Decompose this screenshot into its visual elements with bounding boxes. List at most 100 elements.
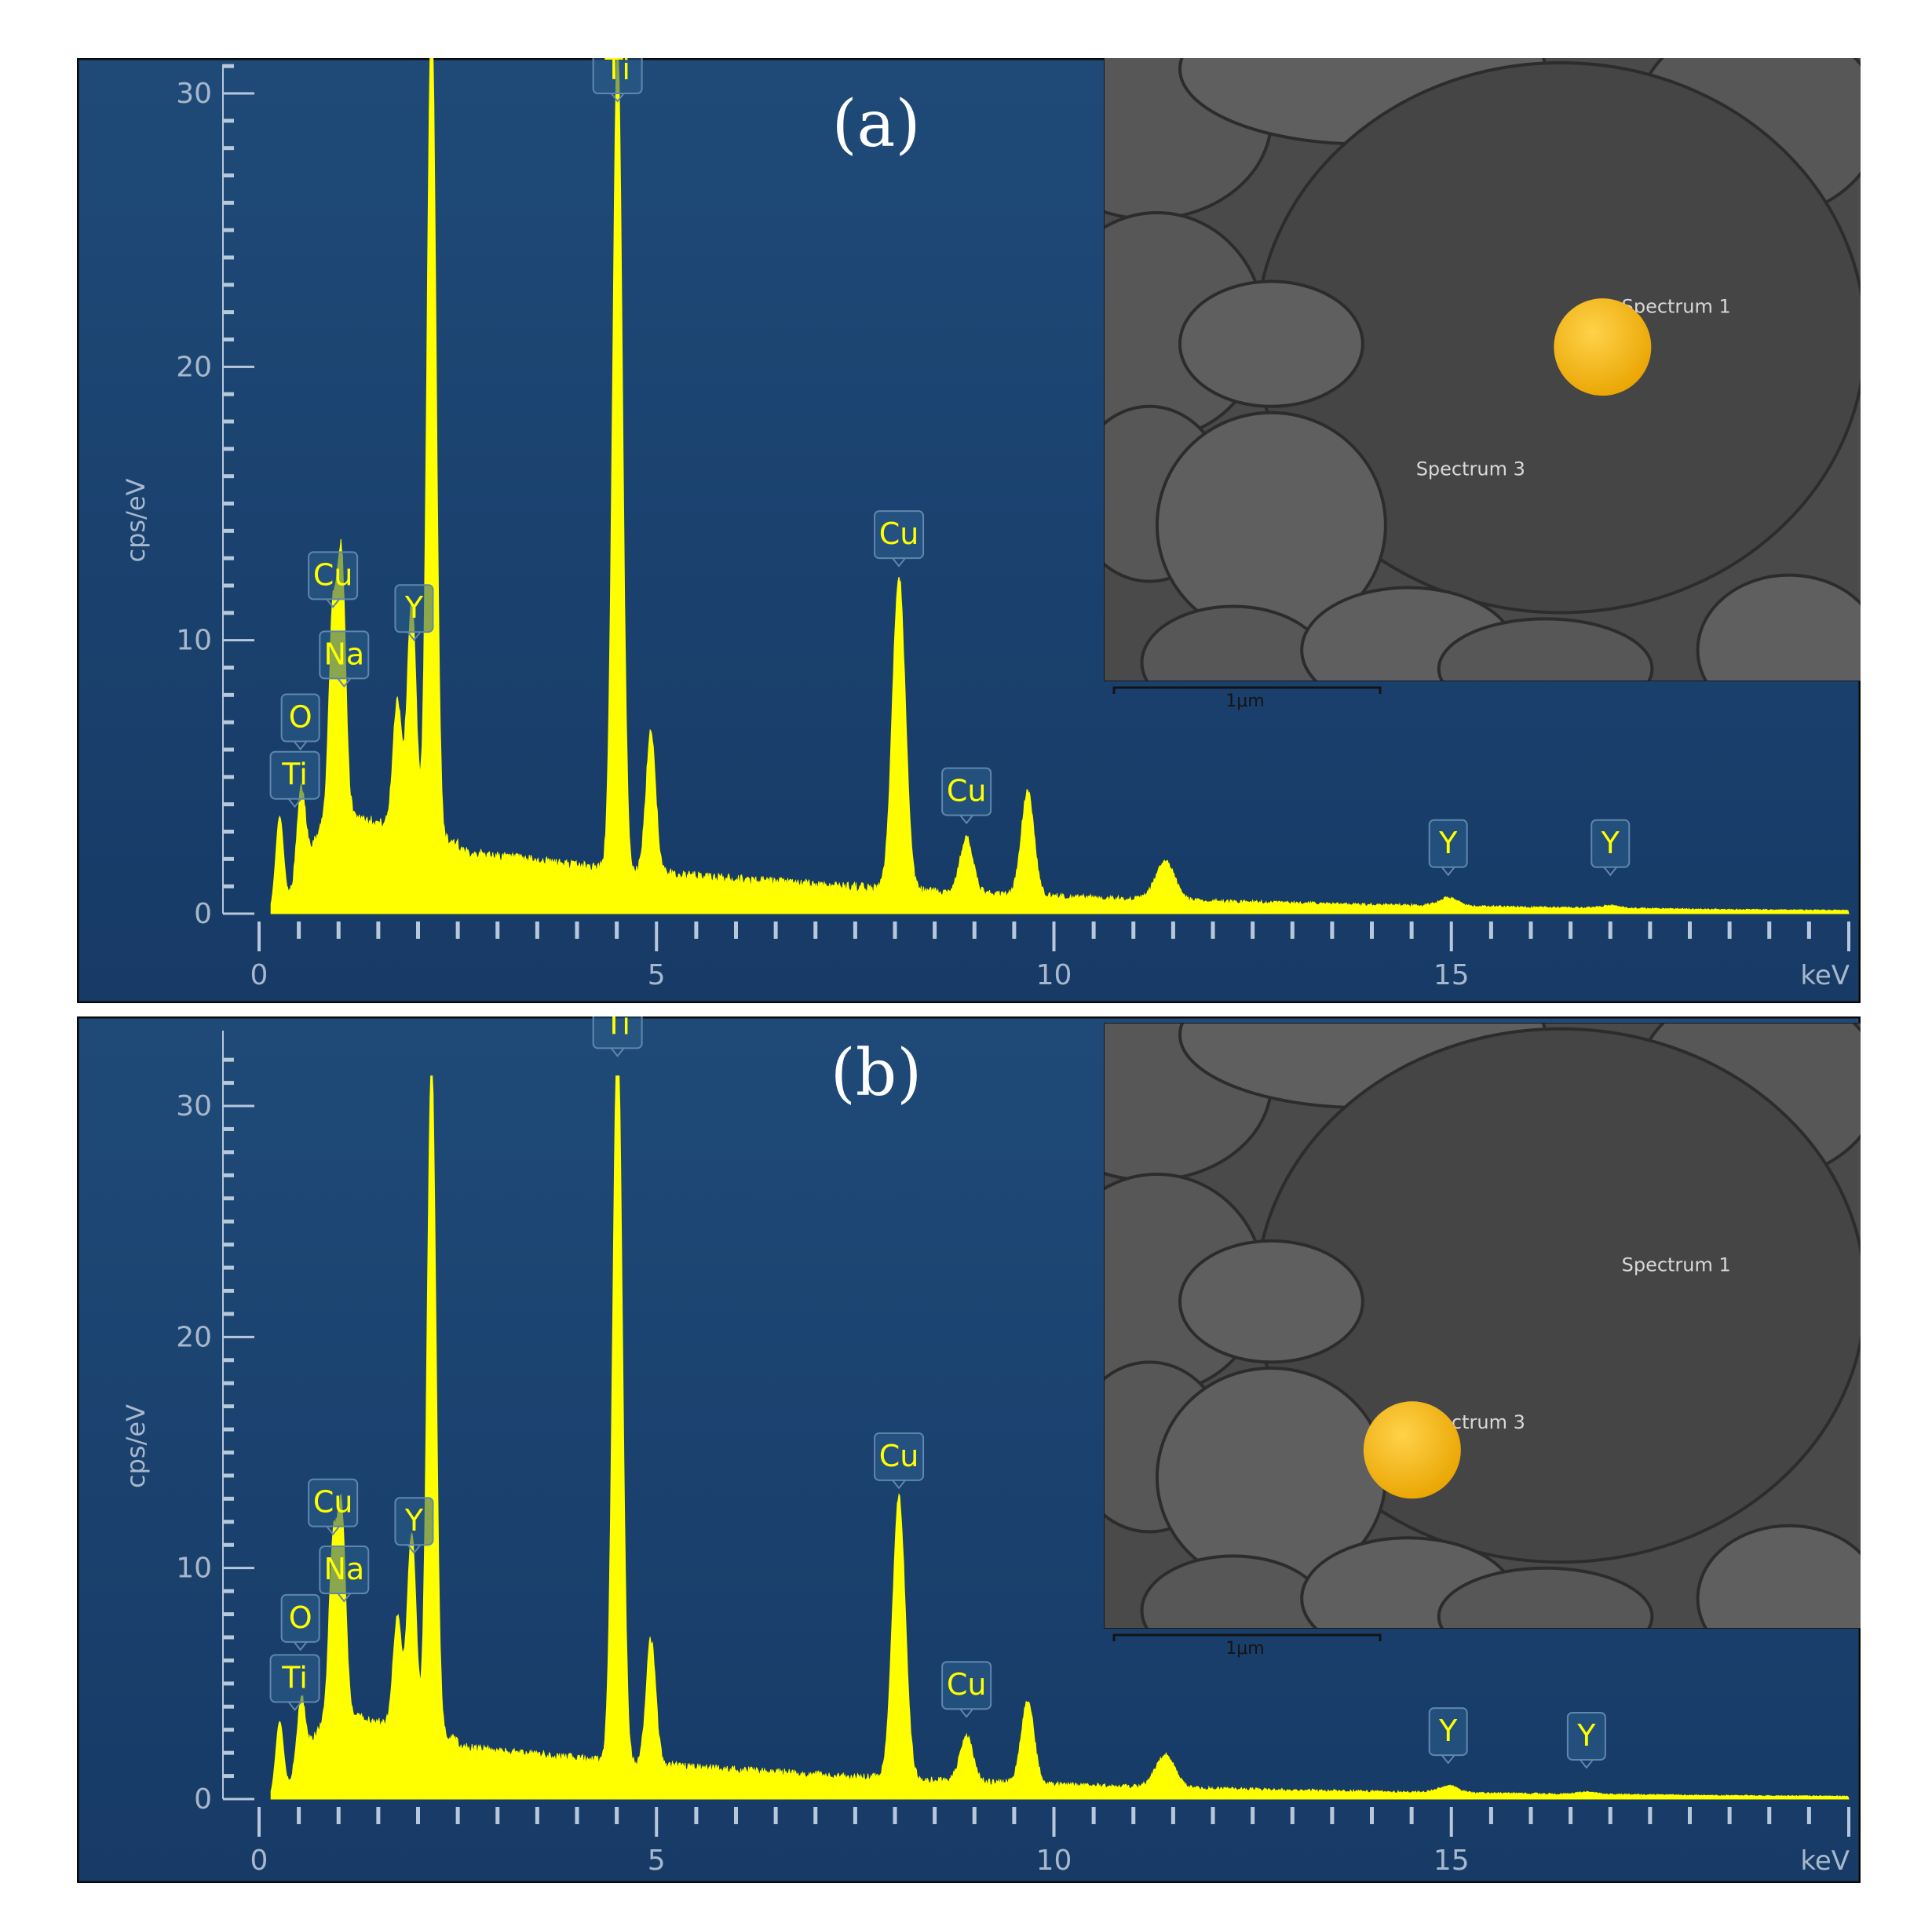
- element-label: Cu: [879, 516, 919, 551]
- element-label-box: [269, 750, 320, 800]
- element-label-pointer: [1441, 1754, 1455, 1765]
- panel-label: (b): [831, 1036, 922, 1111]
- element-label-pointer: [326, 1526, 340, 1536]
- element-label-pointer: [337, 1593, 352, 1603]
- eds-panel-a: 0 10 20 30 cps/eV 0 5 10 15 keV Ti O Na Cu Y Ti Cu Cu Y Y (a…: [76, 46, 1865, 1004]
- element-label-pointer: [959, 1708, 973, 1718]
- y-tick-label: 10: [176, 1553, 212, 1585]
- element-label-box: [308, 1478, 359, 1527]
- element-label-box: [308, 551, 359, 600]
- x-tick-label: 15: [1433, 1845, 1470, 1877]
- element-label-pointer: [407, 1544, 422, 1554]
- element-label-box: [394, 1497, 434, 1546]
- analysis-spot-marker: [1554, 298, 1652, 396]
- element-label: Cu: [947, 774, 987, 808]
- element-label-pointer: [293, 1641, 308, 1651]
- sem-grain: [1178, 279, 1364, 408]
- element-label: Cu: [879, 1439, 919, 1473]
- y-tick-label: 0: [194, 1783, 212, 1816]
- element-label: O: [289, 700, 312, 735]
- element-label: Cu: [947, 1667, 987, 1702]
- element-label: Ti: [604, 58, 630, 86]
- element-label: Cu: [313, 557, 353, 592]
- element-label-box: [941, 767, 992, 816]
- element-label-pointer: [287, 798, 302, 808]
- element-label-pointer: [1603, 867, 1618, 877]
- y-tick-label: 0: [194, 898, 212, 930]
- eds-panel-b: 0 10 20 30 cps/eV 0 5 10 15 keV Ti O Na Cu Y Ti Cu Cu Y Y (b…: [76, 1000, 1865, 1884]
- element-label-pointer: [337, 677, 352, 688]
- y-tick-label: 20: [176, 1321, 212, 1353]
- element-label-box: [1428, 819, 1468, 868]
- sem-grain: [1178, 1239, 1364, 1364]
- element-label-box: [874, 1432, 925, 1481]
- y-tick-label: 30: [176, 1090, 212, 1122]
- element-label-box: [280, 693, 320, 743]
- y-tick-label: 10: [176, 625, 212, 657]
- x-axis-label: keV: [1800, 960, 1850, 991]
- x-tick-label: 15: [1433, 959, 1470, 991]
- sem-grain: [1696, 1524, 1865, 1629]
- element-label-pointer: [1441, 867, 1455, 877]
- eds-spectrum-chart-a: 0 10 20 30 cps/eV 0 5 10 15 keV Ti O Na Cu Y Ti Cu Cu Y Y (a…: [76, 46, 1865, 1004]
- element-label: Na: [323, 1552, 364, 1586]
- element-label-pointer: [610, 93, 625, 103]
- spectrum-point-label: Spectrum 3: [1416, 458, 1525, 480]
- element-label-pointer: [287, 1701, 302, 1711]
- x-tick-label: 5: [648, 1845, 666, 1877]
- scale-bar: [1112, 1633, 1382, 1641]
- y-axis-label: cps/eV: [121, 1404, 151, 1488]
- element-label-box: [1428, 1707, 1468, 1757]
- element-label-pointer: [959, 814, 973, 825]
- panel-label: (a): [832, 87, 921, 162]
- x-tick-label: 0: [250, 1845, 268, 1877]
- element-label: Ti: [281, 757, 308, 792]
- y-axis-label: cps/eV: [121, 478, 151, 562]
- sem-grain: [1437, 1566, 1654, 1629]
- sem-image: Spectrum 1 Spectrum 3: [1104, 57, 1865, 681]
- sem-grain: [1696, 573, 1865, 681]
- element-label: Y: [1601, 826, 1620, 860]
- scale-bar: [1112, 686, 1382, 694]
- element-label-box: [941, 1661, 992, 1710]
- eds-spectrum-chart-b: 0 10 20 30 cps/eV 0 5 10 15 keV Ti O Na Cu Y Ti Cu Cu Y Y (b…: [76, 1000, 1865, 1884]
- x-tick-label: 5: [648, 959, 666, 991]
- element-label-box: [319, 630, 370, 680]
- element-label: Ti: [604, 1016, 630, 1041]
- element-label-pointer: [326, 598, 340, 609]
- spectrum-trace: [270, 57, 1850, 914]
- element-label: Y: [404, 1503, 424, 1538]
- element-label-pointer: [610, 1047, 625, 1058]
- spectrum-point-label: Spectrum 1: [1622, 1254, 1731, 1276]
- x-tick-label: 10: [1036, 1845, 1072, 1877]
- element-label-box: [280, 1593, 320, 1643]
- element-label-box: [269, 1654, 320, 1703]
- element-label-pointer: [293, 740, 308, 751]
- element-label-pointer: [407, 631, 422, 641]
- x-tick-label: 0: [250, 959, 268, 991]
- element-label: Ti: [281, 1660, 308, 1695]
- element-label-box: [1591, 819, 1631, 868]
- sem-grain: [1437, 617, 1654, 681]
- element-label: Na: [323, 637, 364, 671]
- element-label: Y: [1438, 826, 1458, 860]
- element-label-pointer: [892, 1480, 906, 1490]
- scale-bar-label: 1μm: [1225, 692, 1264, 711]
- scale-bar-label: 1μm: [1225, 1639, 1264, 1659]
- spectrum-point-label: Spectrum 1: [1622, 295, 1731, 317]
- element-label-box: [1566, 1711, 1606, 1761]
- element-label-box: [394, 584, 434, 633]
- spectrum-trace: [270, 1075, 1850, 1800]
- y-tick-label: 20: [176, 351, 212, 383]
- element-label: Cu: [313, 1485, 353, 1520]
- element-label-pointer: [1580, 1759, 1594, 1769]
- analysis-spot-marker: [1363, 1401, 1461, 1499]
- x-tick-label: 10: [1036, 959, 1072, 991]
- element-label: Y: [1576, 1718, 1596, 1753]
- x-axis-label: keV: [1800, 1845, 1850, 1877]
- element-label-pointer: [892, 557, 906, 568]
- element-label: Y: [404, 590, 424, 625]
- element-label-box: [874, 510, 925, 560]
- element-label-box: [319, 1546, 370, 1595]
